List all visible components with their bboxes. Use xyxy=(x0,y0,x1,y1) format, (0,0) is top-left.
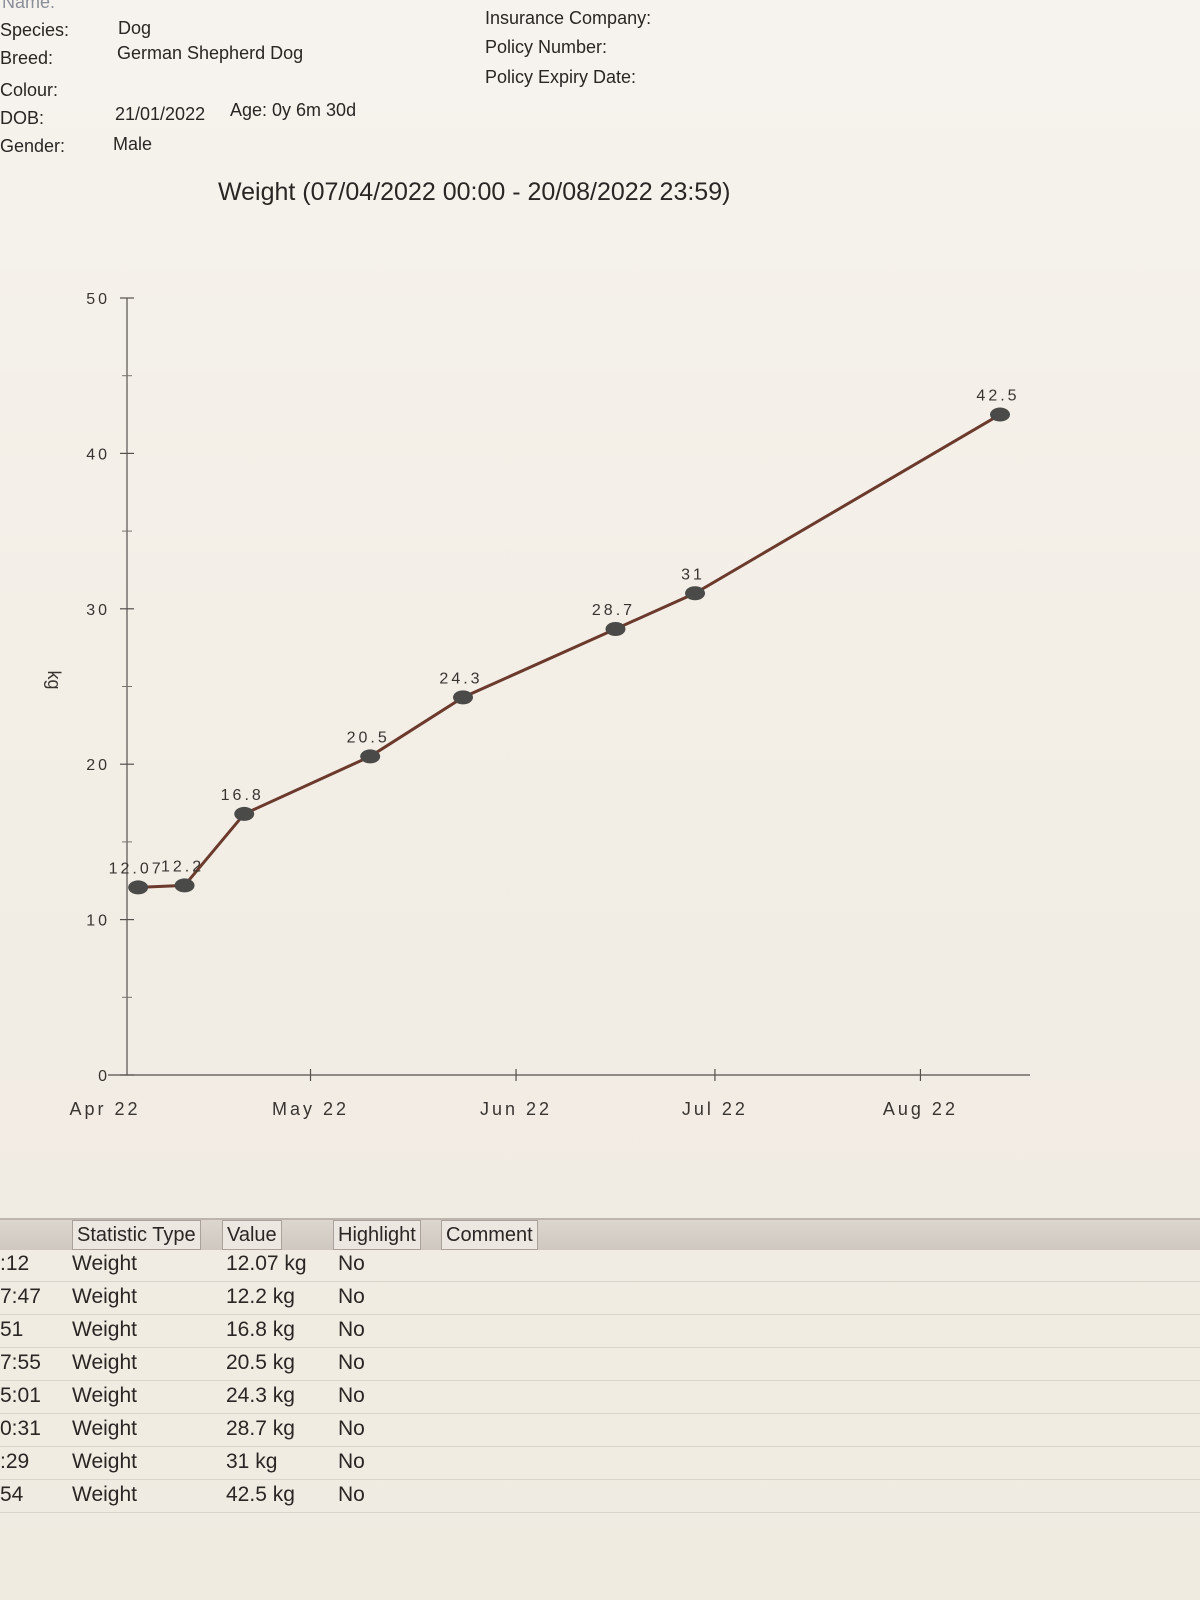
x-tick-label: May 22 xyxy=(272,1099,349,1119)
cell-highlight: No xyxy=(338,1417,365,1440)
cell-statistic-type: Weight xyxy=(72,1285,137,1308)
data-point xyxy=(234,806,255,821)
breed-label: Breed: xyxy=(0,48,54,68)
data-label: 20.5 xyxy=(347,729,390,746)
header-statistic-type[interactable]: Statistic Type xyxy=(72,1220,201,1250)
data-point xyxy=(990,407,1010,422)
cell-time: 5:01 xyxy=(0,1384,41,1407)
table-row[interactable]: 7:47 Weight 12.2 kg No xyxy=(0,1281,1200,1315)
header-highlight[interactable]: Highlight xyxy=(333,1220,421,1250)
table-row[interactable]: :29 Weight 31 kg No xyxy=(0,1446,1200,1480)
name-label: Name: xyxy=(2,0,56,12)
cell-value: 20.5 kg xyxy=(226,1351,295,1374)
gender-label: Gender: xyxy=(0,136,66,156)
table-row[interactable]: :12 Weight 12.07 kg No xyxy=(0,1248,1200,1282)
data-point xyxy=(174,878,195,893)
chart-axes xyxy=(108,298,1030,1076)
cell-value: 24.3 kg xyxy=(226,1384,295,1407)
cell-time: 54 xyxy=(0,1483,24,1506)
data-label: 12.07 xyxy=(109,860,164,877)
cell-statistic-type: Weight xyxy=(72,1318,137,1341)
cell-highlight: No xyxy=(338,1384,365,1407)
series-line-weight xyxy=(138,413,1001,889)
cell-time: :12 xyxy=(0,1252,30,1275)
gender-value: Male xyxy=(113,134,153,154)
data-point xyxy=(453,690,473,705)
cell-value: 16.8 kg xyxy=(226,1318,295,1341)
data-label: 16.8 xyxy=(221,787,264,804)
x-tick-label: Jul 22 xyxy=(682,1099,748,1119)
y-axis-label: kg xyxy=(44,670,64,689)
dob-value: 21/01/2022 xyxy=(115,104,206,124)
y-tick-label: 30 xyxy=(86,602,110,619)
table-row[interactable]: 51 Weight 16.8 kg No xyxy=(0,1314,1200,1348)
y-tick-label: 50 xyxy=(86,291,110,308)
x-ticks: Apr 22 May 22 Jun 22 Jul 22 Aug 22 xyxy=(69,1069,958,1119)
cell-value: 12.2 kg xyxy=(226,1285,295,1308)
y-tick-label: 40 xyxy=(86,446,110,463)
y-tick-label: 20 xyxy=(86,757,110,774)
data-label: 12.2 xyxy=(161,858,204,875)
y-tick-label: 0 xyxy=(98,1068,110,1085)
chart-title: Weight (07/04/2022 00:00 - 20/08/2022 23… xyxy=(218,178,731,206)
cell-highlight: No xyxy=(338,1351,365,1374)
species-value: Dog xyxy=(118,18,152,38)
cell-statistic-type: Weight xyxy=(72,1252,137,1275)
cell-highlight: No xyxy=(338,1318,365,1341)
cell-highlight: No xyxy=(338,1483,365,1506)
table-row[interactable]: 5:01 Weight 24.3 kg No xyxy=(0,1380,1200,1414)
cell-statistic-type: Weight xyxy=(72,1450,137,1473)
breed-value: German Shepherd Dog xyxy=(117,43,304,63)
cell-highlight: No xyxy=(338,1450,365,1473)
dob-label: DOB: xyxy=(0,108,45,128)
cell-time: :29 xyxy=(0,1450,30,1473)
cell-value: 12.07 kg xyxy=(226,1252,307,1275)
cell-value: 31 kg xyxy=(226,1450,278,1473)
table-header-row: Statistic Type Value Highlight Comment xyxy=(0,1218,1200,1250)
cell-time: 7:55 xyxy=(0,1351,41,1374)
y-tick-label: 10 xyxy=(86,913,110,930)
x-tick-label: Aug 22 xyxy=(883,1099,958,1119)
table-row[interactable]: 0:31 Weight 28.7 kg No xyxy=(0,1413,1200,1447)
y-ticks: 0 10 20 30 40 50 xyxy=(86,291,134,1085)
data-point xyxy=(685,586,706,601)
data-point xyxy=(128,880,149,895)
data-label: 24.3 xyxy=(439,670,482,687)
cell-statistic-type: Weight xyxy=(72,1384,137,1407)
data-label: 28.7 xyxy=(592,602,635,619)
insurance-company-label: Insurance Company: xyxy=(485,8,652,28)
cell-time: 7:47 xyxy=(0,1285,41,1308)
data-label: 31 xyxy=(681,566,705,583)
cell-statistic-type: Weight xyxy=(72,1351,137,1374)
age-text: Age: 0y 6m 30d xyxy=(230,100,357,120)
policy-expiry-label: Policy Expiry Date: xyxy=(485,67,637,87)
cell-highlight: No xyxy=(338,1252,365,1275)
cell-highlight: No xyxy=(338,1285,365,1308)
colour-label: Colour: xyxy=(0,80,59,100)
cell-statistic-type: Weight xyxy=(72,1417,137,1440)
cell-statistic-type: Weight xyxy=(72,1483,137,1506)
cell-value: 42.5 kg xyxy=(226,1483,295,1506)
cell-value: 28.7 kg xyxy=(226,1417,295,1440)
table-row[interactable]: 54 Weight 42.5 kg No xyxy=(0,1479,1200,1513)
data-point xyxy=(605,622,626,637)
cell-time: 51 xyxy=(0,1318,24,1341)
header-value[interactable]: Value xyxy=(222,1220,282,1250)
species-label: Species: xyxy=(0,20,70,40)
weight-line-chart: 0 10 20 30 40 50 Apr 22 May 22 Jun 22 Jul 22 Aug … xyxy=(44,291,1030,1119)
cell-time: 0:31 xyxy=(0,1417,41,1440)
data-label: 42.5 xyxy=(976,388,1019,405)
series-line-group xyxy=(138,413,1001,889)
table-row[interactable]: 7:55 Weight 20.5 kg No xyxy=(0,1347,1200,1381)
x-tick-label: Jun 22 xyxy=(480,1099,552,1119)
policy-number-label: Policy Number: xyxy=(485,37,608,57)
data-points-group xyxy=(128,407,1010,895)
data-point xyxy=(360,749,381,764)
x-tick-label: Apr 22 xyxy=(69,1099,140,1119)
header-comment[interactable]: Comment xyxy=(441,1220,538,1250)
